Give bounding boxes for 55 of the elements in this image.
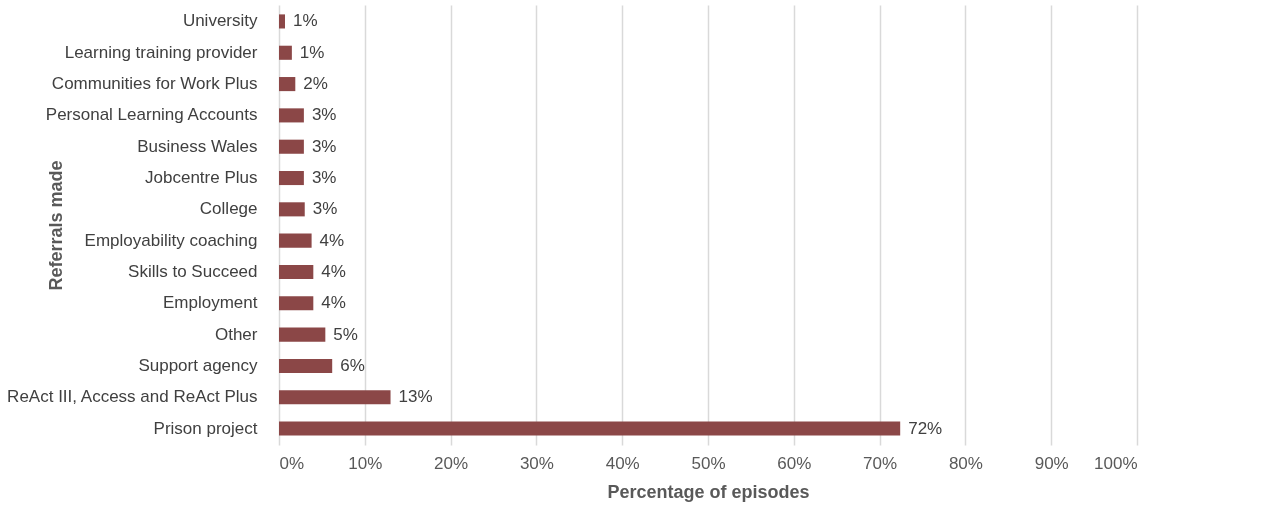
data-label: 3%	[311, 136, 337, 156]
x-tick-label: 10%	[348, 453, 383, 473]
bar	[279, 108, 304, 123]
bar	[279, 421, 901, 436]
data-label: 1%	[293, 11, 318, 31]
data-label: 72%	[908, 418, 943, 438]
y-tick-label: Prison project	[153, 418, 258, 438]
bar	[279, 139, 304, 154]
y-tick-label: University	[182, 11, 258, 31]
bar	[279, 77, 296, 92]
x-axis-title: Percentage of episodes	[607, 481, 810, 502]
x-tick-label: 30%	[519, 453, 554, 473]
y-tick-label: Personal Learning Accounts	[45, 105, 258, 125]
y-tick-label: Learning training provider	[64, 42, 258, 62]
bar	[279, 170, 304, 186]
data-label: 2%	[303, 74, 328, 94]
bar	[279, 264, 314, 280]
data-label: 6%	[340, 355, 365, 375]
y-tick-label: Employability coaching	[84, 230, 258, 250]
x-tick-label: 80%	[948, 453, 983, 473]
bar	[279, 14, 286, 29]
x-tick-label: 40%	[605, 453, 640, 473]
bar	[279, 327, 326, 342]
y-tick-label: Business Wales	[137, 136, 258, 156]
bar	[279, 202, 305, 217]
y-tick-label: Jobcentre Plus	[145, 168, 258, 188]
data-label: 4%	[321, 293, 346, 313]
data-label: 3%	[311, 168, 337, 188]
bar	[279, 390, 391, 405]
bar	[279, 45, 292, 60]
x-tick-label: 50%	[691, 453, 726, 473]
y-tick-label: College	[199, 199, 258, 219]
data-label: 1%	[299, 42, 325, 62]
x-tick-label: 70%	[863, 453, 898, 473]
data-label: 4%	[321, 261, 346, 281]
x-tick-label: 0%	[279, 453, 305, 473]
bar	[279, 296, 314, 311]
data-label: 5%	[333, 324, 358, 344]
data-label: 3%	[312, 199, 338, 219]
bar	[279, 233, 312, 248]
y-tick-label: ReAct III, Access and ReAct Plus	[7, 387, 258, 407]
data-label: 4%	[319, 230, 345, 250]
x-tick-label: 20%	[434, 453, 469, 473]
y-tick-label: Skills to Succeed	[128, 261, 258, 281]
data-label: 13%	[398, 387, 433, 407]
y-tick-label: Other	[214, 324, 258, 344]
x-tick-label: 100%	[1094, 453, 1138, 473]
y-tick-label: Communities for Work Plus	[51, 74, 258, 94]
x-tick-label: 90%	[1034, 453, 1069, 473]
x-tick-label: 60%	[777, 453, 812, 473]
y-tick-label: Support agency	[138, 355, 258, 375]
y-tick-label: Employment	[163, 293, 258, 313]
bar	[279, 358, 333, 373]
data-label: 3%	[311, 105, 337, 125]
y-axis-title: Referrals made	[45, 160, 66, 291]
